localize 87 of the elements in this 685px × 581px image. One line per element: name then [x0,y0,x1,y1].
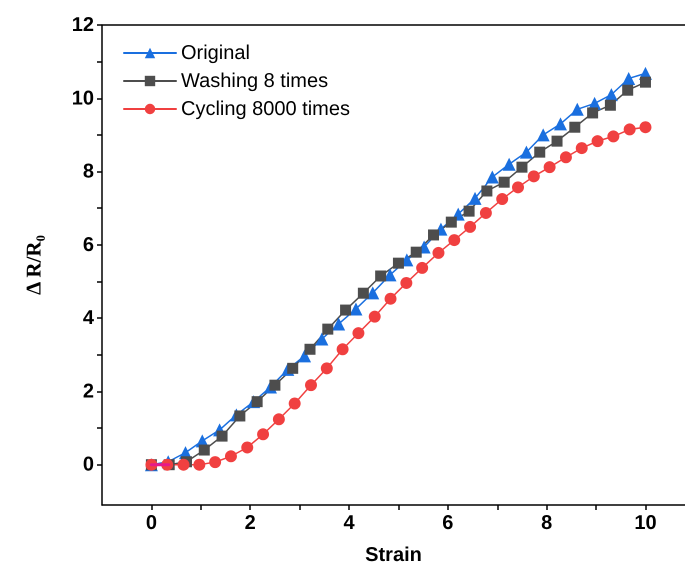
point [384,292,397,305]
point [234,410,246,422]
point [358,288,369,299]
y-tick-label: 10 [72,87,94,110]
point [552,136,563,147]
point [368,310,381,323]
point [224,450,237,462]
point [416,262,428,274]
legend-label: Washing 8 times [181,70,328,92]
point [257,428,270,440]
point [305,379,317,392]
point [400,276,412,289]
x-tick-label: 8 [541,512,552,534]
point [622,72,636,85]
point [536,128,550,142]
point [640,76,651,88]
point [560,151,572,164]
point [512,181,524,194]
y-tick-label: 8 [82,160,94,183]
point [544,161,556,174]
legend-label: Cycling 8000 times [181,98,350,120]
point [209,456,222,468]
x-tick-label: 2 [244,512,256,534]
point [252,396,263,408]
point [198,444,210,456]
point [587,107,598,118]
point [569,122,580,133]
point [576,142,588,154]
point [298,349,312,362]
x-tick-label: 0 [146,512,157,534]
x-tick-label: 4 [343,512,356,534]
point [366,286,380,300]
point [486,170,499,184]
point [464,220,476,233]
point [534,146,546,158]
point [480,206,492,219]
point [332,317,346,330]
point [315,332,328,346]
point [622,84,634,96]
point [272,413,285,426]
point [592,135,604,148]
point [288,398,301,410]
y-tick-label: 6 [82,234,94,256]
y-tick-label: 2 [82,380,94,402]
point [287,362,298,374]
point [604,100,616,111]
point [352,327,364,340]
point [448,234,460,246]
point [193,458,206,471]
point [639,121,652,134]
x-tick-label: 6 [442,512,454,534]
y-axis-title: Δ R/R₀ [22,235,46,295]
point [446,216,457,228]
point [178,458,190,471]
point [336,343,349,356]
point [269,380,280,391]
x-axis-title: Strain [365,544,422,566]
y-tick-label: 4 [82,307,95,330]
point [349,302,362,316]
point [320,362,333,374]
point [528,170,540,182]
point [432,246,444,259]
point [304,344,316,355]
point [481,185,492,196]
point [554,117,567,130]
point [216,430,228,442]
point [241,441,254,454]
point [502,158,516,171]
point [496,193,508,206]
point [392,258,404,269]
point [624,123,636,136]
point [520,146,533,159]
point [322,324,334,335]
y-tick-label: 12 [72,14,94,36]
point [516,162,528,173]
y-tick-label: 0 [82,454,94,476]
x-tick-label: 10 [634,512,657,534]
legend-label: Original [181,42,250,64]
point [498,176,510,188]
point [340,304,352,316]
point [428,229,440,240]
point [570,102,584,116]
point [410,246,422,258]
point [464,206,475,217]
point [607,130,620,142]
point [375,270,386,282]
point [468,192,482,205]
